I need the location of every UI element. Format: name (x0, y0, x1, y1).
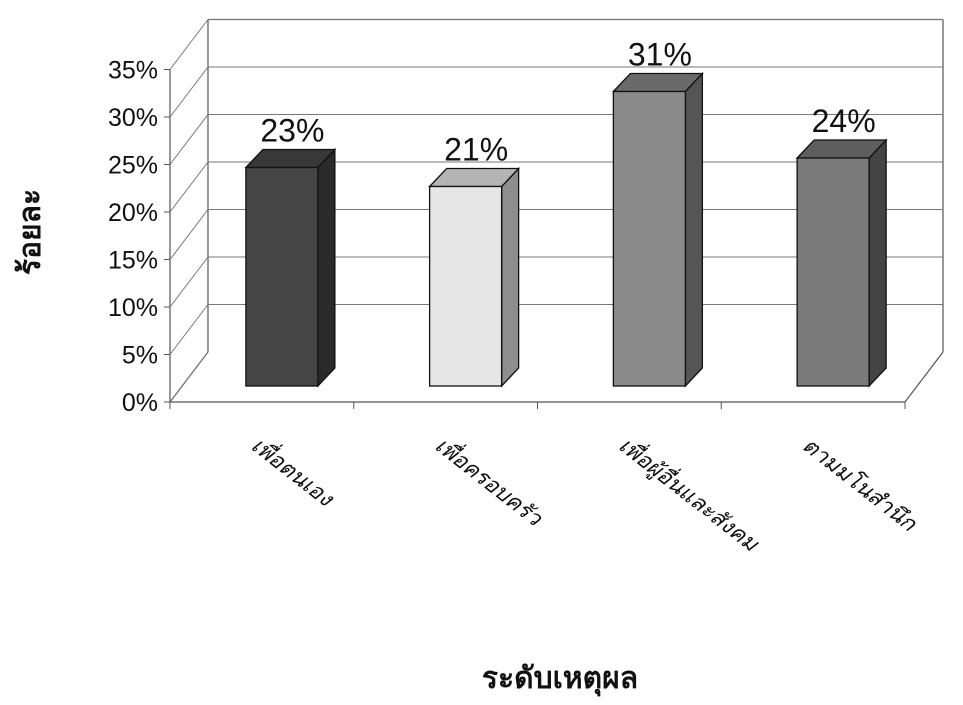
bar-front (612, 90, 687, 387)
bar (244, 147, 337, 388)
data-label: 23% (260, 113, 324, 149)
x-tick-label: เพื่อผู้อื่นและสังคม (614, 430, 766, 558)
y-axis-label: ร้อยละ (13, 189, 48, 275)
y-tick-label: 0% (122, 389, 158, 417)
y-tick-label: 10% (108, 294, 158, 322)
bar-front (428, 185, 503, 387)
data-label: 24% (812, 103, 876, 139)
y-tick-label: 25% (108, 152, 158, 180)
bar (611, 71, 704, 388)
y-tick-label: 20% (108, 199, 158, 227)
bar (795, 138, 888, 388)
x-tick-label: เพื่อตนเอง (246, 430, 341, 513)
gridline-side (169, 256, 209, 308)
y-tick-labels: 0% 5% 10% 15% 20% 25% 30% 35% (108, 57, 158, 418)
data-label: 21% (444, 132, 508, 168)
bar-side (317, 147, 336, 388)
bars (244, 71, 888, 388)
gridline-side (169, 19, 209, 70)
gridline-side (169, 66, 209, 118)
bar-side (684, 71, 704, 388)
y-tick-label: 35% (108, 57, 158, 85)
y-tick-label: 30% (108, 104, 158, 132)
y-tick-label: 15% (108, 247, 158, 275)
gridline-side (169, 304, 209, 355)
data-label: 31% (628, 37, 692, 73)
data-labels: 23% 21% 31% 24% (260, 37, 875, 168)
bar (428, 166, 521, 388)
x-tick-labels: เพื่อตนเอง เพื่อครอบครัว เพื่อผู้อื่นและสั… (246, 430, 922, 558)
y-tick-label: 5% (122, 342, 158, 370)
x-tick-label: ตามมโนสำนึก (797, 432, 922, 538)
bar-side (868, 138, 887, 388)
bar-front (245, 166, 319, 387)
bar-side (500, 166, 520, 388)
gridline-side (169, 114, 209, 165)
gridline-side (169, 351, 209, 403)
x-axis-label: ระดับเหตุผล (482, 661, 638, 697)
x-tick-label: เพื่อครอบครัว (430, 430, 550, 533)
gridline-side (169, 209, 209, 260)
gridline-side (169, 161, 209, 213)
floor-right-edge (904, 351, 944, 403)
bar-front (796, 157, 870, 387)
